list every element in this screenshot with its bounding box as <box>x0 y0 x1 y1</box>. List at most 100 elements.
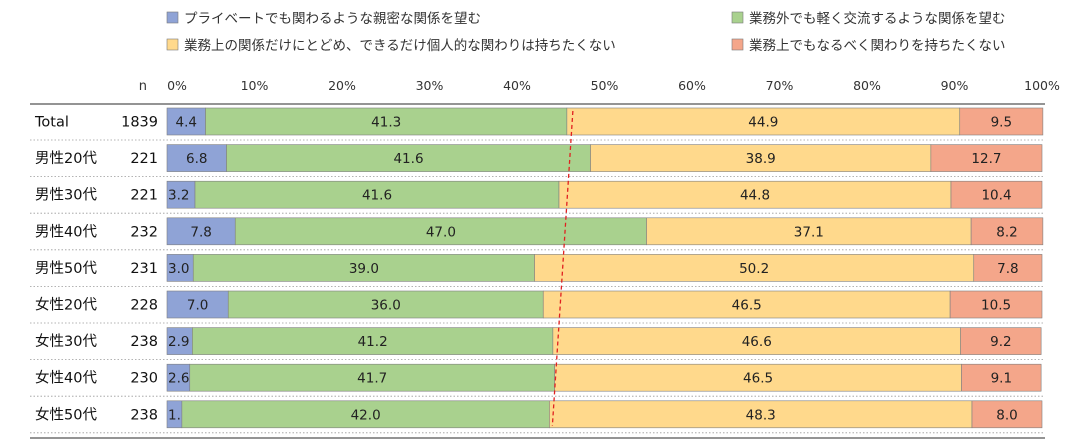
row-n-value: 221 <box>130 188 158 204</box>
data-label-series-3: 44.8 <box>740 188 770 204</box>
bar-segment-series-3 <box>558 180 952 209</box>
row-n-value: 230 <box>130 371 158 387</box>
bar-segment-series-2 <box>227 290 544 319</box>
row-label: 男性30代 <box>35 187 97 204</box>
x-tick-label: 50% <box>591 78 619 93</box>
x-tick-label: 20% <box>328 78 356 93</box>
data-label-series-2: 42.0 <box>351 407 381 423</box>
data-label-series-1: 2.6 <box>168 371 189 387</box>
row-n-value: 238 <box>130 407 158 423</box>
legend-label-3: 業務上の関係だけにとどめ、できるだけ個人的な関わりは持ちたくない <box>184 38 616 54</box>
bar-segment-series-1 <box>166 144 227 172</box>
data-label-series-3: 46.5 <box>743 371 773 387</box>
bar-segment-series-4 <box>971 400 1043 429</box>
data-label-series-4: 9.1 <box>991 371 1012 387</box>
x-tick-label: 10% <box>241 78 269 93</box>
bar-segment-series-1 <box>166 327 193 355</box>
bar-segment-series-2 <box>181 400 550 429</box>
bar-segment-series-2 <box>189 363 555 392</box>
bar-segment-series-3 <box>552 327 961 355</box>
bar-segment-series-1 <box>166 217 236 246</box>
legend-swatch-1 <box>166 11 179 24</box>
bar-segment-series-3 <box>590 144 932 172</box>
bar-segment-series-4 <box>973 254 1043 282</box>
legend-label-4: 業務上でもなるべく関わりを持ちたくない <box>749 38 1006 54</box>
row-n-value: 1839 <box>121 115 158 131</box>
data-label-series-3: 37.1 <box>794 224 824 240</box>
bar-segment-series-4 <box>949 290 1043 319</box>
data-label-series-1: 7.0 <box>187 298 208 314</box>
data-label-series-4: 12.7 <box>971 151 1001 167</box>
bar-segment-series-4 <box>961 363 1042 392</box>
data-label-series-1: 7.8 <box>190 224 211 240</box>
data-label-series-1: 6.8 <box>186 151 207 167</box>
x-tick-label: 60% <box>678 78 706 93</box>
legend-label-1: プライベートでも関わるような親密な関係を望む <box>184 10 481 27</box>
x-tick-label: 70% <box>766 78 794 93</box>
x-tick-label: 40% <box>503 78 531 93</box>
data-label-series-4: 8.2 <box>996 224 1017 240</box>
row-label: Total <box>34 115 69 131</box>
data-label-series-2: 41.3 <box>371 115 401 131</box>
x-tick-label: 30% <box>416 78 444 93</box>
data-label-series-4: 9.5 <box>991 115 1012 131</box>
row-label: 男性40代 <box>35 223 97 240</box>
legend-label-2: 業務外でも軽く交流するような関係を望む <box>749 10 1006 27</box>
data-label-series-2: 41.7 <box>357 371 387 387</box>
bar-segment-series-4 <box>930 144 1043 172</box>
bar-segment-series-2 <box>226 144 591 172</box>
data-label-series-1: 2.9 <box>168 334 189 350</box>
data-label-series-2: 47.0 <box>426 224 456 240</box>
data-label-series-3: 46.5 <box>732 298 762 314</box>
data-label-series-2: 41.6 <box>393 151 423 167</box>
row-n-value: 221 <box>130 151 158 167</box>
legend-swatch-4 <box>731 38 744 51</box>
bar-segment-series-4 <box>960 327 1042 355</box>
row-label: 男性50代 <box>35 260 97 277</box>
data-label-series-1: 4.4 <box>176 115 197 131</box>
bar-segment-series-2 <box>192 254 535 282</box>
bar-segment-series-1 <box>166 180 196 209</box>
row-n-value: 232 <box>130 224 158 240</box>
bar-segment-series-4 <box>970 217 1044 246</box>
data-label-series-4: 10.5 <box>981 298 1011 314</box>
x-tick-label: 80% <box>853 78 881 93</box>
data-label-series-3: 44.9 <box>748 115 778 131</box>
n-column-header: n <box>139 79 147 94</box>
row-label: 女性40代 <box>35 369 97 387</box>
data-label-series-2: 39.0 <box>349 261 379 277</box>
row-n-value: 228 <box>130 298 158 314</box>
data-label-series-2: 36.0 <box>371 298 401 314</box>
bar-segment-series-1 <box>166 254 194 282</box>
data-label-series-1: 3.0 <box>168 261 189 277</box>
bar-segment-series-3 <box>646 217 972 246</box>
row-n-value: 231 <box>130 261 158 277</box>
data-label-series-4: 10.4 <box>981 188 1011 204</box>
row-label: 男性20代 <box>35 150 97 167</box>
bar-segment-series-2 <box>205 107 568 136</box>
reference-line <box>551 110 574 426</box>
row-label: 女性50代 <box>35 405 97 423</box>
data-label-series-4: 9.2 <box>990 334 1011 350</box>
x-tick-label: 0% <box>167 78 187 93</box>
row-label: 女性20代 <box>35 296 97 314</box>
bar-segment-series-3 <box>566 107 961 136</box>
data-label-series-3: 48.3 <box>746 407 776 423</box>
bar-segment-series-4 <box>959 107 1044 136</box>
data-label-series-4: 7.8 <box>997 261 1018 277</box>
data-label-series-4: 8.0 <box>996 407 1017 423</box>
row-n-value: 238 <box>130 334 158 350</box>
legend-swatch-3 <box>166 38 179 51</box>
legend-swatch-2 <box>731 11 744 24</box>
bar-segment-series-1 <box>166 290 229 319</box>
data-label-series-3: 46.6 <box>742 334 772 350</box>
data-label-series-3: 50.2 <box>739 261 769 277</box>
bar-segment-series-2 <box>192 327 554 355</box>
x-tick-label: 90% <box>941 78 969 93</box>
data-label-series-2: 41.2 <box>358 334 388 350</box>
x-tick-label: 100% <box>1024 78 1060 93</box>
bar-segment-series-3 <box>549 400 973 429</box>
bar-segment-series-4 <box>950 180 1043 209</box>
data-label-series-2: 41.6 <box>362 188 392 204</box>
